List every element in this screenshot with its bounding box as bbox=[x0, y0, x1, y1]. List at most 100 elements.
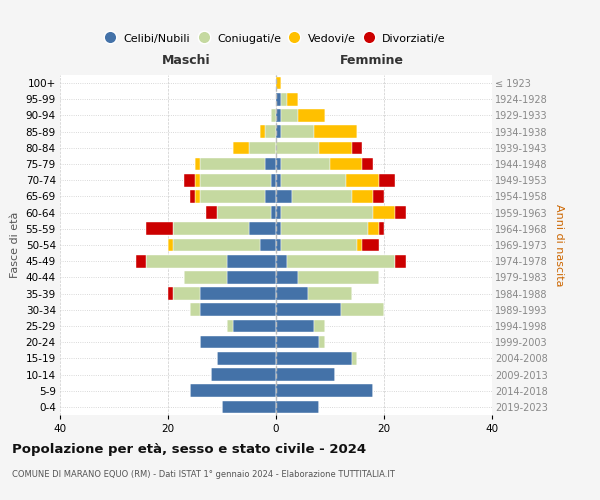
Bar bbox=[276, 400, 319, 413]
Bar bbox=[281, 206, 373, 219]
Bar bbox=[233, 320, 276, 332]
Bar bbox=[195, 174, 200, 186]
Bar bbox=[146, 255, 227, 268]
Bar bbox=[276, 206, 281, 219]
Bar bbox=[352, 352, 357, 364]
Bar bbox=[168, 238, 173, 252]
Bar bbox=[249, 222, 276, 235]
Bar bbox=[217, 206, 271, 219]
Bar bbox=[314, 126, 357, 138]
Bar bbox=[379, 222, 384, 235]
Bar bbox=[373, 190, 384, 202]
Bar bbox=[276, 384, 373, 397]
Bar bbox=[276, 352, 352, 364]
Legend: Celibi/Nubili, Coniugati/e, Vedovi/e, Divorziati/e: Celibi/Nubili, Coniugati/e, Vedovi/e, Di… bbox=[106, 33, 446, 43]
Bar bbox=[276, 190, 292, 202]
Bar bbox=[362, 238, 379, 252]
Bar bbox=[260, 126, 265, 138]
Bar bbox=[276, 142, 319, 154]
Bar bbox=[271, 174, 276, 186]
Bar bbox=[276, 288, 308, 300]
Bar bbox=[265, 158, 276, 170]
Bar bbox=[281, 222, 368, 235]
Bar bbox=[362, 158, 373, 170]
Bar bbox=[190, 304, 200, 316]
Bar bbox=[341, 304, 384, 316]
Bar bbox=[200, 336, 276, 348]
Bar bbox=[184, 271, 227, 283]
Bar bbox=[281, 238, 357, 252]
Y-axis label: Fasce di età: Fasce di età bbox=[10, 212, 20, 278]
Bar bbox=[265, 126, 276, 138]
Bar bbox=[276, 271, 298, 283]
Text: COMUNE DI MARANO EQUO (RM) - Dati ISTAT 1° gennaio 2024 - Elaborazione TUTTITALI: COMUNE DI MARANO EQUO (RM) - Dati ISTAT … bbox=[12, 470, 395, 479]
Bar bbox=[173, 222, 249, 235]
Text: Femmine: Femmine bbox=[340, 54, 404, 68]
Bar bbox=[346, 174, 379, 186]
Bar bbox=[168, 288, 173, 300]
Bar bbox=[271, 109, 276, 122]
Bar bbox=[184, 174, 195, 186]
Bar bbox=[287, 255, 395, 268]
Bar bbox=[281, 174, 346, 186]
Bar bbox=[276, 255, 287, 268]
Bar bbox=[227, 320, 233, 332]
Bar bbox=[373, 206, 395, 219]
Bar bbox=[379, 174, 395, 186]
Bar bbox=[368, 222, 379, 235]
Bar bbox=[314, 320, 325, 332]
Bar bbox=[190, 190, 195, 202]
Bar bbox=[276, 77, 281, 90]
Bar bbox=[319, 142, 352, 154]
Bar bbox=[271, 206, 276, 219]
Bar bbox=[173, 238, 260, 252]
Bar bbox=[276, 368, 335, 381]
Bar bbox=[217, 352, 276, 364]
Bar bbox=[233, 142, 249, 154]
Bar bbox=[281, 158, 330, 170]
Bar bbox=[265, 190, 276, 202]
Bar bbox=[173, 288, 200, 300]
Bar bbox=[357, 238, 362, 252]
Text: Maschi: Maschi bbox=[161, 54, 211, 68]
Bar bbox=[260, 238, 276, 252]
Bar bbox=[200, 304, 276, 316]
Bar bbox=[200, 174, 271, 186]
Bar bbox=[352, 142, 362, 154]
Bar bbox=[276, 222, 281, 235]
Bar bbox=[292, 190, 352, 202]
Bar bbox=[395, 206, 406, 219]
Bar bbox=[276, 174, 281, 186]
Bar bbox=[298, 271, 379, 283]
Bar bbox=[308, 288, 352, 300]
Bar bbox=[200, 288, 276, 300]
Bar bbox=[249, 142, 276, 154]
Bar bbox=[281, 109, 298, 122]
Bar bbox=[200, 158, 265, 170]
Bar bbox=[276, 238, 281, 252]
Bar bbox=[330, 158, 362, 170]
Bar bbox=[195, 158, 200, 170]
Bar bbox=[298, 109, 325, 122]
Bar bbox=[319, 336, 325, 348]
Bar bbox=[287, 93, 298, 106]
Y-axis label: Anni di nascita: Anni di nascita bbox=[554, 204, 565, 286]
Bar bbox=[195, 190, 200, 202]
Bar bbox=[206, 206, 217, 219]
Bar bbox=[211, 368, 276, 381]
Bar bbox=[352, 190, 373, 202]
Bar bbox=[276, 158, 281, 170]
Bar bbox=[190, 384, 276, 397]
Bar bbox=[276, 109, 281, 122]
Text: Popolazione per età, sesso e stato civile - 2024: Popolazione per età, sesso e stato civil… bbox=[12, 442, 366, 456]
Bar bbox=[276, 93, 281, 106]
Bar bbox=[395, 255, 406, 268]
Bar bbox=[276, 320, 314, 332]
Bar bbox=[227, 255, 276, 268]
Bar bbox=[222, 400, 276, 413]
Bar bbox=[227, 271, 276, 283]
Bar bbox=[281, 93, 287, 106]
Bar bbox=[136, 255, 146, 268]
Bar bbox=[281, 126, 314, 138]
Bar bbox=[146, 222, 173, 235]
